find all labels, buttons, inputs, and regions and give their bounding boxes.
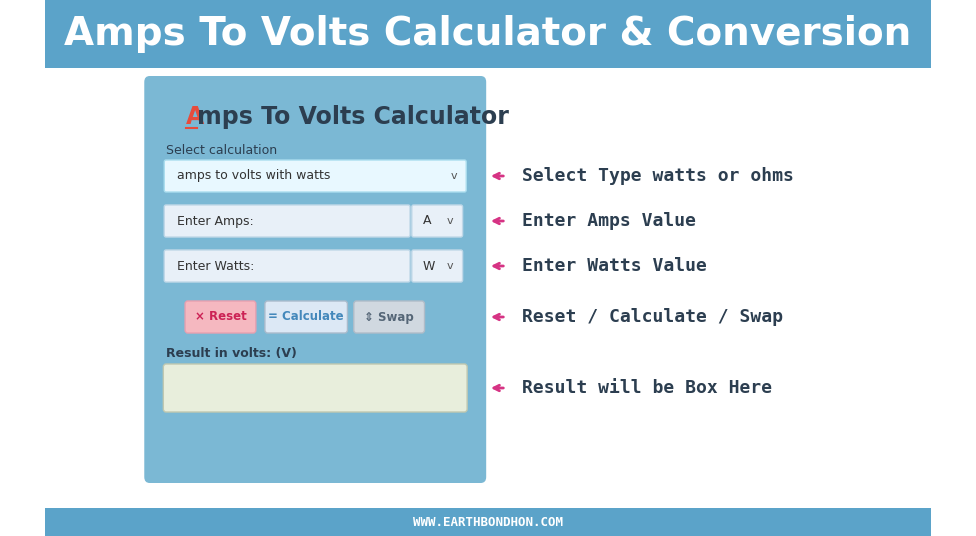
- FancyBboxPatch shape: [264, 301, 347, 333]
- Text: Amps To Volts Calculator & Conversion: Amps To Volts Calculator & Conversion: [64, 15, 912, 53]
- Text: mps To Volts Calculator: mps To Volts Calculator: [197, 105, 508, 129]
- Text: Enter Watts Value: Enter Watts Value: [522, 257, 708, 275]
- Text: Result in volts: (V): Result in volts: (V): [166, 347, 297, 361]
- Text: W: W: [423, 259, 435, 272]
- FancyBboxPatch shape: [353, 301, 425, 333]
- Text: ⇕ Swap: ⇕ Swap: [364, 310, 414, 324]
- FancyBboxPatch shape: [164, 205, 410, 237]
- Text: Result will be Box Here: Result will be Box Here: [522, 379, 773, 397]
- FancyBboxPatch shape: [412, 250, 463, 282]
- Text: v: v: [450, 171, 457, 181]
- FancyBboxPatch shape: [46, 508, 930, 536]
- Text: A: A: [186, 105, 204, 129]
- Text: × Reset: × Reset: [194, 310, 246, 324]
- Text: Enter Amps Value: Enter Amps Value: [522, 212, 697, 230]
- Text: amps to volts with watts: amps to volts with watts: [177, 169, 330, 182]
- Text: Enter Amps:: Enter Amps:: [177, 214, 254, 227]
- FancyBboxPatch shape: [46, 0, 930, 68]
- FancyBboxPatch shape: [163, 364, 468, 412]
- Text: = Calculate: = Calculate: [267, 310, 344, 324]
- FancyBboxPatch shape: [144, 76, 486, 483]
- FancyBboxPatch shape: [164, 250, 410, 282]
- Text: v: v: [447, 261, 453, 271]
- Text: Reset / Calculate / Swap: Reset / Calculate / Swap: [522, 308, 784, 326]
- Text: v: v: [447, 216, 453, 226]
- FancyBboxPatch shape: [412, 205, 463, 237]
- Text: Enter Watts:: Enter Watts:: [177, 259, 255, 272]
- Text: Select calculation: Select calculation: [166, 144, 277, 157]
- FancyBboxPatch shape: [185, 301, 256, 333]
- Text: Select Type watts or ohms: Select Type watts or ohms: [522, 167, 794, 185]
- FancyBboxPatch shape: [164, 160, 467, 192]
- Text: A: A: [423, 214, 431, 227]
- Text: WWW.EARTHBONDHON.COM: WWW.EARTHBONDHON.COM: [413, 516, 563, 528]
